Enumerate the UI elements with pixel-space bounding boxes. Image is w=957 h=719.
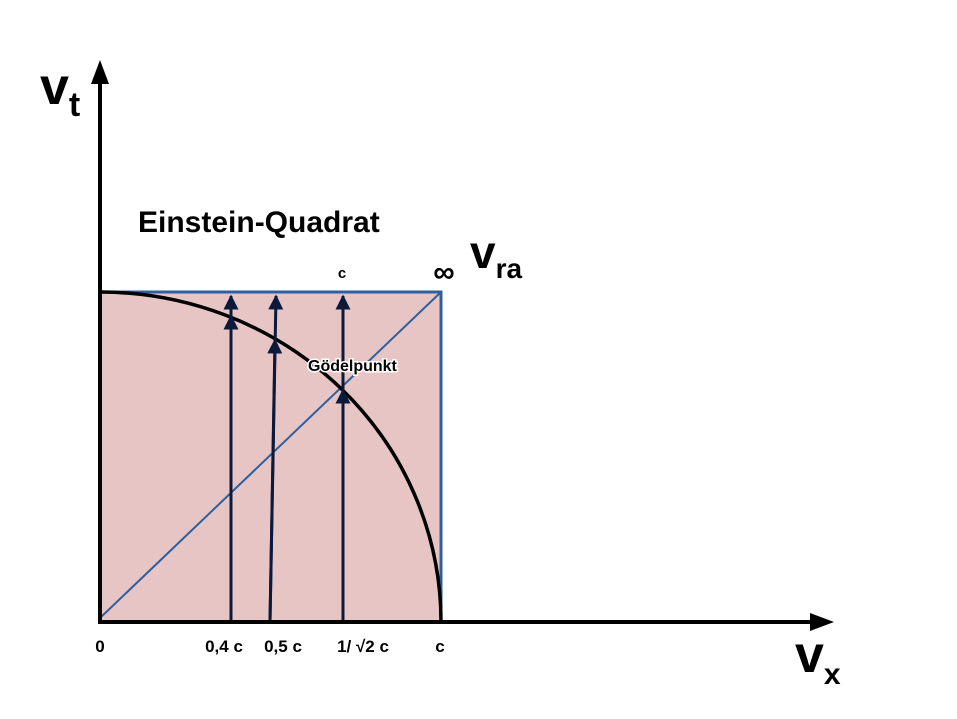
y-axis-subscript: t	[69, 86, 80, 124]
x-label: 0,5 c	[264, 637, 302, 656]
x-arrowhead	[810, 613, 834, 631]
y-arrowhead	[91, 60, 109, 84]
x-axis-subscript: x	[824, 658, 841, 691]
x-label: c	[435, 637, 444, 656]
arrow	[267, 338, 283, 623]
velocity-arrows	[223, 294, 351, 623]
v-ra-subscript: ra	[496, 253, 523, 284]
title: Einstein-Quadrat	[138, 206, 380, 239]
x-label: 0	[95, 637, 104, 656]
y-axis-symbol: v	[40, 58, 69, 116]
x-axis-label: vx	[795, 626, 841, 691]
v-ra-symbol: v	[470, 226, 496, 278]
top-label: ∞	[433, 256, 454, 289]
v-ra-label: vra	[470, 226, 522, 284]
x-label: 1/ √2 c	[337, 637, 389, 656]
diagonal	[99, 291, 442, 619]
y-axis-label: vt	[40, 58, 80, 124]
goedel-point-label: Gödelpunkt	[308, 358, 398, 375]
top-label: c	[338, 265, 346, 282]
x-label: 0,4 c	[205, 637, 243, 656]
x-axis-symbol: v	[795, 626, 824, 684]
